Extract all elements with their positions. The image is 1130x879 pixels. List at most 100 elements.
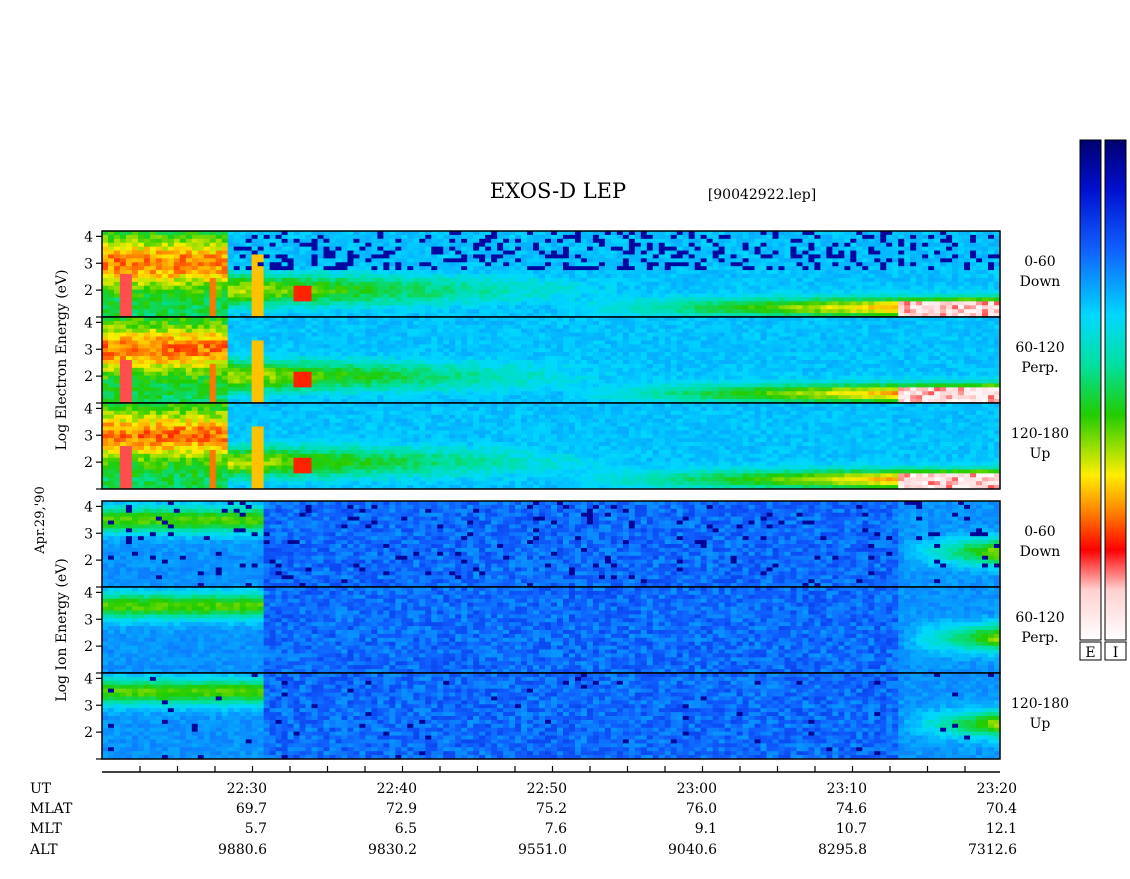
heatmap-cell (251, 238, 259, 244)
heatmap-cell (143, 352, 151, 357)
heatmap-cell (551, 274, 558, 279)
heatmap-cell (455, 254, 462, 259)
heatmap-cell (377, 305, 384, 310)
heatmap-cell (934, 250, 941, 255)
heatmap-cell (688, 231, 696, 236)
heatmap-cell (856, 277, 863, 283)
heatmap-cell (323, 270, 330, 275)
heatmap-cell (179, 360, 187, 365)
heatmap-cell (305, 387, 312, 392)
heatmap-cell (102, 301, 109, 306)
heatmap-cell (389, 383, 396, 388)
heatmap-cell (904, 250, 911, 255)
heatmap-cell (916, 242, 923, 248)
heatmap-cell (664, 293, 672, 298)
heatmap-cell (155, 285, 163, 291)
heatmap-cell (952, 293, 959, 298)
heatmap-cell (736, 258, 743, 263)
heatmap-cell (922, 246, 929, 251)
heatmap-cell (491, 242, 498, 248)
heatmap-cell (521, 340, 528, 345)
heatmap-cell (533, 371, 540, 377)
heatmap-cell (802, 258, 809, 263)
heatmap-cell (808, 246, 815, 251)
heatmap-cell (551, 336, 558, 341)
heatmap-cell (203, 344, 211, 349)
heatmap-cell (245, 258, 253, 263)
heatmap-cell (646, 297, 654, 302)
heatmap-cell (389, 297, 396, 302)
heatmap-cell (658, 234, 666, 240)
heatmap-cell (646, 309, 654, 314)
heatmap-cell (113, 399, 121, 404)
heatmap-cell (461, 254, 468, 259)
heatmap-cell (838, 242, 845, 248)
heatmap-cell (838, 231, 845, 236)
heatmap-cell (377, 395, 384, 400)
heatmap-cell (574, 305, 582, 310)
heatmap-cell (862, 242, 869, 248)
heatmap-cell (263, 297, 271, 302)
heatmap-cell (934, 246, 941, 251)
heatmap-cell (413, 324, 420, 330)
heatmap-cell (263, 250, 271, 255)
heatmap-cell (515, 379, 522, 384)
heatmap-cell (413, 348, 420, 353)
heatmap-cell (113, 313, 121, 318)
heatmap-cell (137, 332, 145, 337)
heatmap-cell (341, 281, 348, 287)
heatmap-cell (646, 234, 654, 240)
heatmap-cell (431, 274, 438, 279)
heatmap-cell (413, 274, 420, 279)
heatmap-cell (718, 309, 726, 314)
heatmap-cell (748, 258, 755, 263)
heatmap-cell (257, 391, 265, 396)
heatmap-cell (149, 317, 157, 322)
heatmap-cell (533, 281, 540, 287)
heatmap-cell (604, 250, 612, 255)
heatmap-cell (102, 352, 109, 357)
heatmap-cell (317, 375, 324, 380)
heatmap-cell (616, 254, 624, 259)
heatmap-cell (329, 383, 336, 388)
heatmap-cell (389, 254, 396, 259)
heatmap-cell (676, 242, 684, 248)
heatmap-cell (874, 305, 881, 310)
heatmap-cell (335, 356, 342, 361)
heatmap-cell (640, 281, 648, 287)
heatmap-cell (233, 270, 241, 275)
heatmap-cell (371, 336, 378, 341)
heatmap-cell (551, 305, 558, 310)
heatmap-cell (269, 266, 277, 271)
heatmap-cell (784, 262, 791, 267)
heatmap-cell (766, 262, 773, 267)
heatmap-cell (173, 387, 181, 392)
heatmap-cell (191, 375, 199, 380)
heatmap-cell (353, 266, 360, 271)
heatmap-cell (431, 387, 438, 392)
heatmap-cell (365, 238, 372, 244)
heatmap-cell (568, 238, 576, 244)
heatmap-cell (275, 242, 282, 248)
heatmap-cell (790, 301, 797, 306)
heatmap-cell (275, 277, 282, 283)
heatmap-cell (125, 238, 133, 244)
heatmap-cell (287, 387, 294, 392)
heatmap-cell (790, 277, 797, 283)
heatmap-cell (335, 344, 342, 349)
heatmap-cell (539, 332, 546, 337)
heatmap-cell (389, 324, 396, 330)
heatmap-cell (772, 285, 779, 291)
heatmap-cell (838, 270, 845, 275)
heatmap-cell (497, 242, 504, 248)
heatmap-cell (509, 348, 516, 353)
heatmap-cell (928, 277, 935, 283)
heatmap-cell (401, 293, 408, 298)
heatmap-cell (203, 379, 211, 384)
heatmap-cell (155, 274, 163, 279)
heatmap-cell (664, 281, 672, 287)
heatmap-cell (401, 258, 408, 263)
heatmap-cell (742, 234, 749, 240)
heatmap-cell (509, 274, 516, 279)
heatmap-cell (545, 383, 552, 388)
